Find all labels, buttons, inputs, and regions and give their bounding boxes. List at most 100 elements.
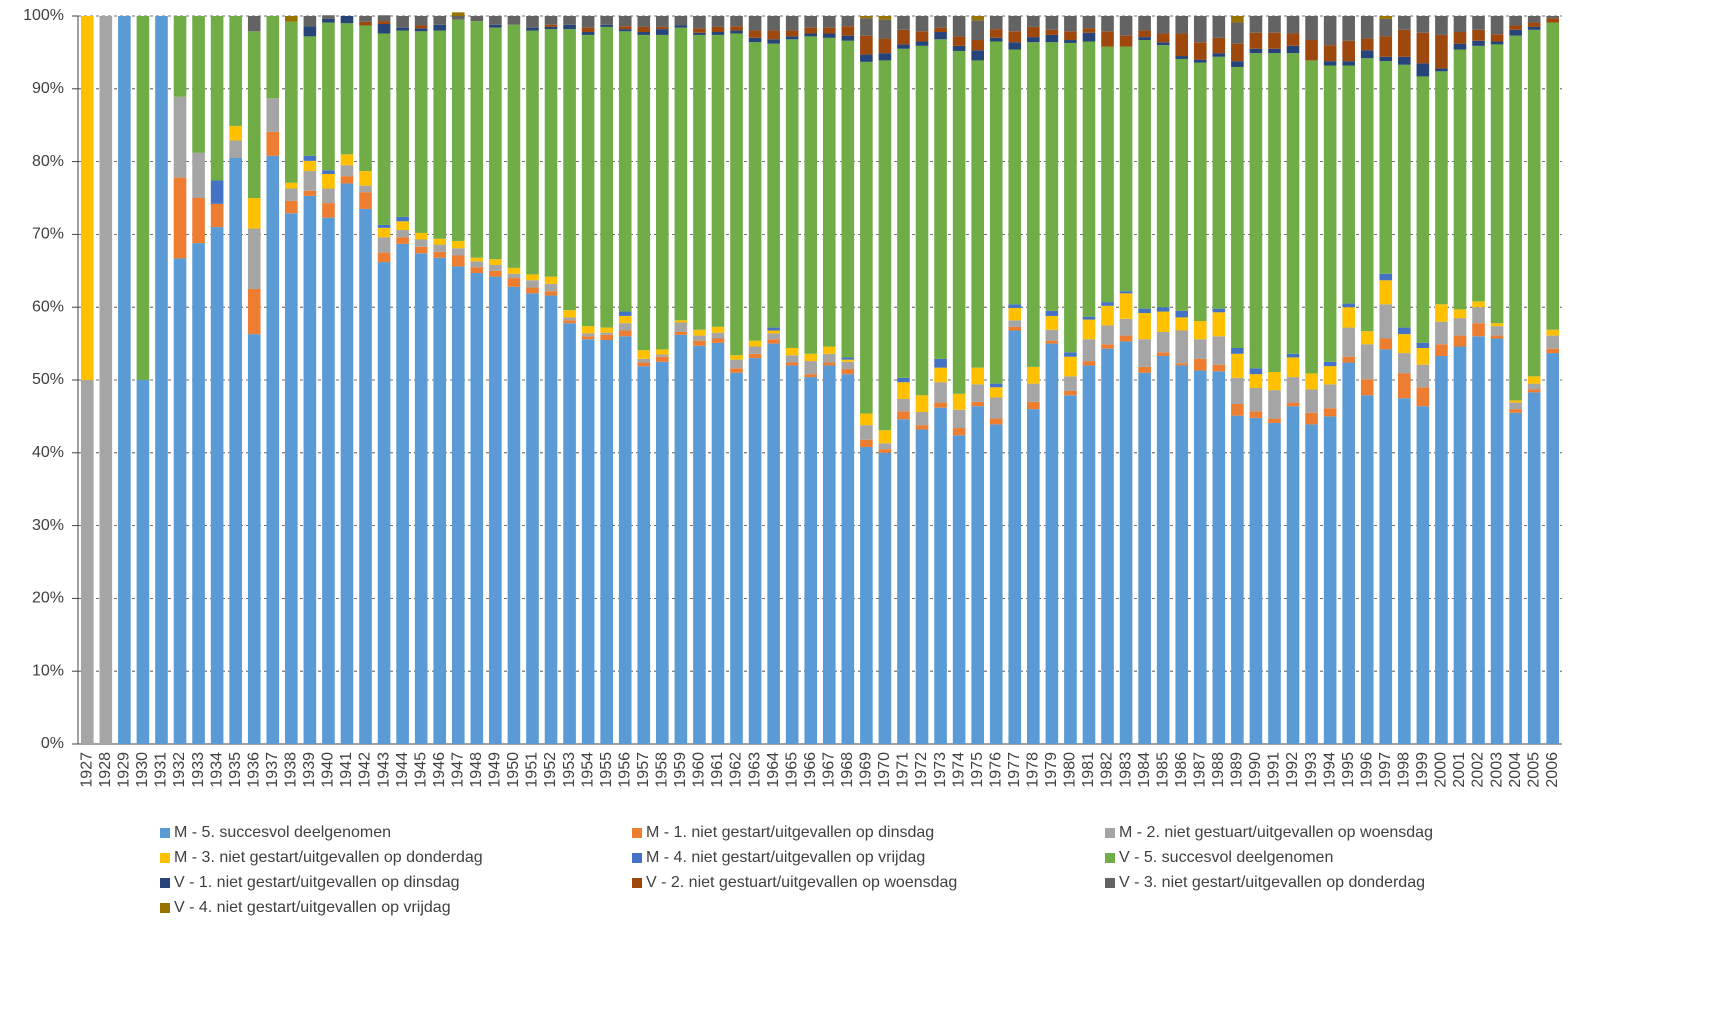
bar-segment bbox=[1435, 68, 1448, 72]
bar-segment bbox=[1360, 58, 1374, 332]
bar-segment bbox=[1249, 48, 1263, 54]
bar-segment bbox=[80, 380, 94, 744]
bar-segment bbox=[989, 29, 1003, 38]
bar-segment bbox=[1231, 61, 1244, 67]
x-tick-label: 1986 bbox=[1173, 752, 1190, 788]
bar-segment bbox=[952, 435, 966, 744]
bar-segment bbox=[1138, 372, 1151, 744]
x-tick-label: 1970 bbox=[876, 752, 893, 788]
bar-segment bbox=[934, 402, 947, 408]
bar-segment bbox=[1305, 60, 1318, 374]
bar-segment bbox=[711, 338, 725, 343]
bar-segment bbox=[359, 21, 372, 26]
bar-segment bbox=[322, 203, 335, 218]
bar-segment bbox=[340, 165, 354, 177]
bar-segment bbox=[340, 16, 354, 24]
bar-segment bbox=[563, 320, 576, 324]
bar-segment bbox=[1453, 49, 1467, 310]
x-tick-label: 1934 bbox=[208, 752, 225, 788]
bar-segment bbox=[674, 334, 688, 744]
x-tick-label: 1945 bbox=[412, 752, 429, 788]
bar-segment bbox=[377, 224, 391, 228]
bar-segment bbox=[674, 16, 688, 26]
x-tick-label: 1937 bbox=[264, 752, 281, 788]
bar-segment bbox=[1416, 347, 1430, 365]
bar-segment bbox=[730, 372, 743, 744]
x-tick-label: 1948 bbox=[468, 752, 485, 788]
bar-segment bbox=[600, 332, 613, 335]
bar-segment bbox=[1360, 379, 1374, 396]
bar-segment bbox=[99, 16, 113, 744]
bar-segment bbox=[1268, 32, 1281, 49]
bar-segment bbox=[1249, 374, 1263, 389]
bar-segment bbox=[934, 367, 947, 383]
bar-segment bbox=[1156, 45, 1170, 308]
x-tick-label: 1938 bbox=[283, 752, 300, 788]
bar-segment bbox=[1175, 16, 1189, 34]
bar-segment bbox=[1509, 402, 1522, 410]
bar-segment bbox=[1082, 339, 1096, 362]
bar-segment bbox=[1546, 18, 1560, 23]
x-tick-label: 1969 bbox=[858, 752, 875, 788]
legend-swatch bbox=[160, 878, 170, 888]
bar-segment bbox=[971, 401, 984, 407]
bar-segment bbox=[322, 18, 335, 23]
bar-segment bbox=[433, 30, 447, 239]
bar-segment bbox=[693, 16, 706, 29]
bar-segment bbox=[711, 34, 725, 327]
bar-segment bbox=[767, 39, 780, 44]
bar-segment bbox=[730, 33, 743, 356]
bar-segment bbox=[915, 395, 929, 413]
bar-segment bbox=[693, 329, 706, 336]
y-tick-label: 50% bbox=[32, 371, 64, 388]
bar-segment bbox=[1509, 16, 1522, 26]
bar-segment bbox=[1045, 329, 1059, 341]
x-tick-label: 1946 bbox=[431, 752, 448, 788]
bar-segment bbox=[136, 380, 150, 744]
x-tick-label: 2004 bbox=[1507, 752, 1524, 788]
bar-segment bbox=[1323, 416, 1337, 744]
bar-segment bbox=[507, 24, 521, 268]
bar-segment bbox=[748, 353, 762, 359]
bar-segment bbox=[822, 27, 836, 34]
bar-segment bbox=[359, 25, 372, 172]
bar-segment bbox=[322, 188, 335, 204]
bar-segment bbox=[1286, 402, 1300, 407]
bar-segment bbox=[1342, 362, 1355, 744]
bar-segment bbox=[1453, 32, 1467, 44]
x-tick-label: 1971 bbox=[895, 752, 912, 788]
bar-segment bbox=[1268, 422, 1281, 744]
bar-segment bbox=[470, 21, 484, 258]
bar-segment bbox=[860, 425, 873, 440]
legend-label: M - 1. niet gestart/uitgevallen op dinsd… bbox=[646, 824, 934, 841]
bar-segment bbox=[637, 34, 651, 351]
bar-segment bbox=[526, 274, 539, 281]
bar-segment bbox=[1268, 53, 1281, 372]
bar-segment bbox=[1360, 16, 1374, 39]
bar-segment bbox=[470, 261, 484, 268]
bar-segment bbox=[897, 419, 910, 744]
bar-segment bbox=[767, 339, 780, 344]
bar-segment bbox=[841, 361, 855, 370]
x-tick-label: 1961 bbox=[709, 752, 726, 788]
bar-segment bbox=[618, 323, 632, 331]
x-tick-label: 1998 bbox=[1396, 752, 1413, 788]
bar-segment bbox=[1175, 33, 1189, 57]
legend-label: V - 3. niet gestart/uitgevallen op donde… bbox=[1119, 874, 1425, 891]
x-tick-label: 1941 bbox=[338, 752, 355, 788]
bar-segment bbox=[192, 152, 205, 198]
bar-segment bbox=[878, 443, 892, 450]
x-tick-label: 1967 bbox=[820, 752, 837, 788]
bar-segment bbox=[1027, 37, 1040, 43]
bar-segment bbox=[1064, 356, 1077, 377]
bar-segment bbox=[1286, 53, 1300, 354]
bar-segment bbox=[971, 384, 984, 402]
bar-segment bbox=[804, 36, 818, 354]
x-tick-label: 1958 bbox=[654, 752, 671, 788]
bar-segment bbox=[1045, 42, 1059, 311]
bar-segment bbox=[748, 37, 762, 43]
bar-segment bbox=[377, 227, 391, 238]
bar-segment bbox=[1008, 320, 1022, 327]
bar-segment bbox=[785, 39, 799, 348]
bar-segment bbox=[1119, 318, 1133, 336]
